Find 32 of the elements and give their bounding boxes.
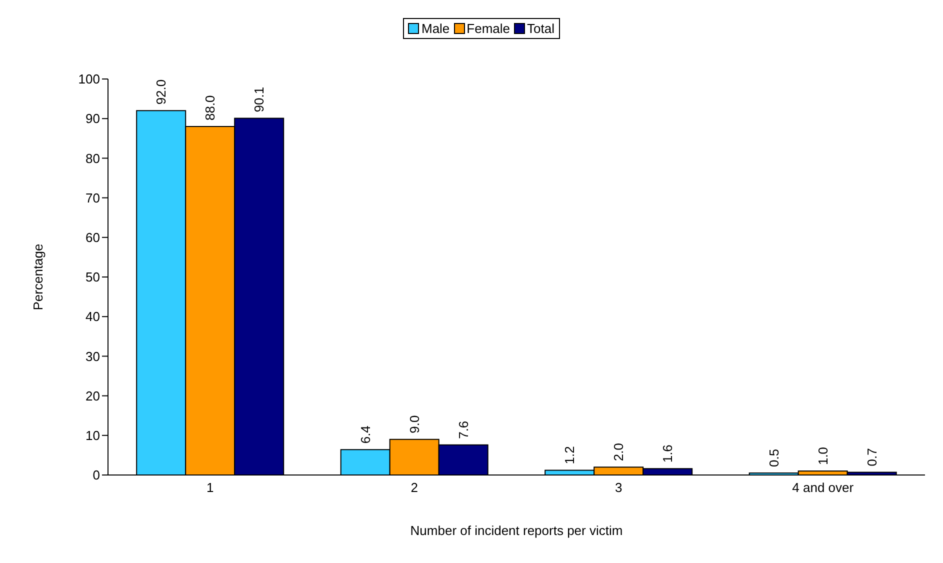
- data-label: 7.6: [456, 420, 471, 439]
- y-tick-label: 10: [86, 428, 100, 444]
- y-tick-label: 70: [86, 190, 100, 206]
- y-tick-label: 40: [86, 309, 100, 324]
- y-tick-label: 30: [86, 348, 100, 364]
- data-label: 92.0: [154, 79, 169, 105]
- legend-label: Total: [526, 21, 554, 36]
- y-tick-label: 0: [92, 468, 100, 483]
- data-label: 0.5: [766, 448, 782, 468]
- data-label: 2.0: [611, 443, 626, 462]
- data-label: 1.6: [660, 444, 676, 463]
- x-axis-title: Number of incident reports per victim: [410, 523, 623, 538]
- data-label: 9.0: [406, 415, 422, 434]
- data-label: 90.1: [252, 86, 267, 112]
- y-tick-label: 100: [78, 72, 100, 87]
- x-tick-label: 2: [410, 480, 418, 496]
- x-tick-label: 4 and over: [792, 480, 854, 496]
- y-axis-title: Percentage: [30, 244, 46, 310]
- y-tick-label: 20: [86, 388, 100, 404]
- x-tick-label: 3: [615, 480, 622, 496]
- y-tick-label: 50: [86, 270, 100, 285]
- y-tick-label: 80: [86, 150, 100, 166]
- data-label: 1.0: [815, 446, 830, 466]
- data-label: 6.4: [358, 426, 373, 444]
- data-label: 0.7: [864, 448, 880, 466]
- y-tick-label: 90: [86, 111, 100, 126]
- data-label: 1.2: [562, 446, 578, 464]
- legend-label: Female: [466, 21, 510, 36]
- x-tick-label: 1: [206, 480, 214, 496]
- data-label: 88.0: [202, 95, 218, 121]
- legend-label: Male: [420, 21, 450, 36]
- y-tick-label: 60: [86, 230, 100, 246]
